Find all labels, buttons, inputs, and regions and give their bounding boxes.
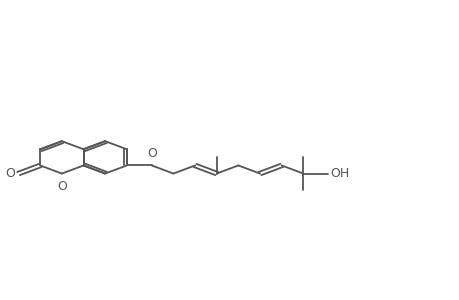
Text: OH: OH xyxy=(330,167,349,180)
Text: O: O xyxy=(57,180,67,193)
Text: O: O xyxy=(6,167,15,180)
Text: O: O xyxy=(146,147,157,160)
